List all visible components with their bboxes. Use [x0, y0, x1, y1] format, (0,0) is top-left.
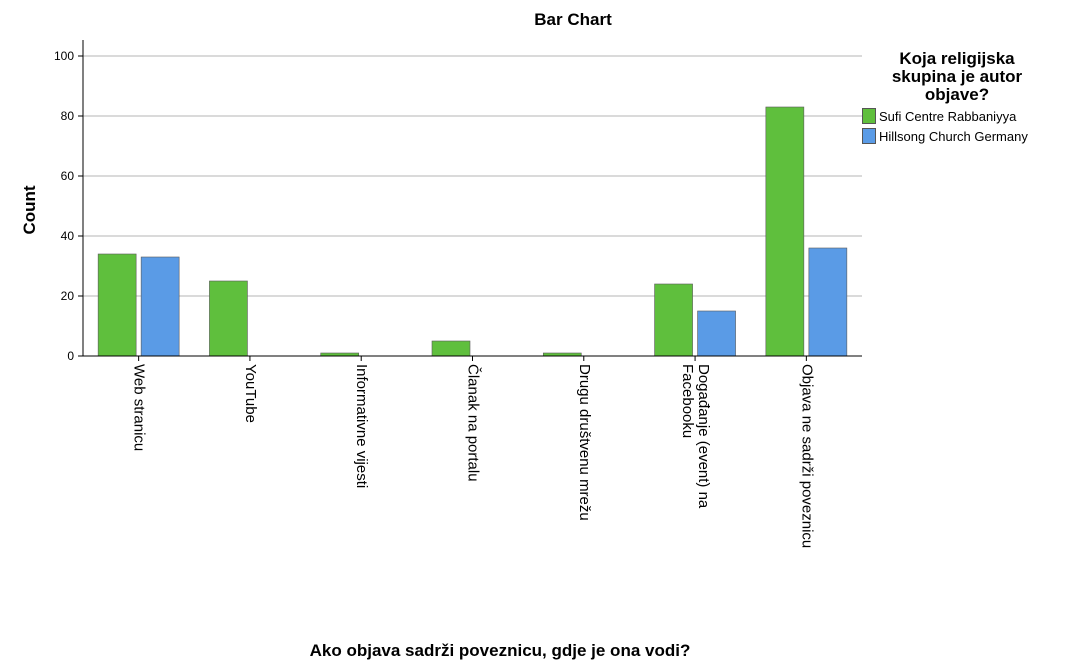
x-tick-label: Facebooku — [679, 364, 696, 438]
legend-title-line: Koja religijska — [899, 49, 1015, 68]
legend-swatch — [862, 128, 876, 144]
x-tick-label: Informativne vijesti — [353, 364, 370, 488]
legend-title-line: skupina je autor — [891, 67, 1023, 86]
legend-item-hillsong: Hillsong Church Germany — [862, 128, 1088, 144]
legend-label: Sufi Centre Rabbaniyya — [879, 108, 1017, 124]
bar — [654, 283, 693, 357]
bar — [808, 247, 848, 357]
axes — [82, 40, 862, 357]
x-tick-label: Drugu društvenu mrežu — [576, 364, 593, 521]
x-tick-label: Događanje (event) na — [695, 364, 712, 509]
bar — [431, 340, 471, 357]
x-tick-label: YouTube — [242, 364, 259, 423]
bar — [97, 253, 137, 357]
chart-title: Bar Chart — [534, 10, 612, 29]
legend-swatch — [862, 108, 876, 124]
legend-title: Koja religijska skupina je autor objave? — [862, 50, 1052, 104]
bar — [765, 106, 805, 357]
y-tick-label: 40 — [61, 229, 75, 243]
y-tick-label: 60 — [61, 169, 75, 183]
y-axis-title: Count — [20, 185, 39, 235]
legend: Koja religijska skupina je autor objave?… — [862, 50, 1088, 144]
bars — [97, 106, 848, 357]
y-tick-label: 0 — [67, 349, 74, 363]
x-axis-title: Ako objava sadrži poveznicu, gdje je ona… — [309, 641, 691, 660]
legend-title-line: objave? — [924, 85, 990, 104]
legend-item-sufi: Sufi Centre Rabbaniyya — [862, 108, 1088, 124]
y-tick-label: 80 — [61, 109, 75, 123]
x-tick-label: Web stranicu — [131, 364, 148, 451]
bar — [209, 280, 248, 357]
y-tick-label: 100 — [54, 49, 74, 63]
x-tick-label: Objava ne sadrži poveznicu — [798, 364, 815, 548]
grid-lines — [83, 55, 862, 297]
y-axis-ticks: 0 20 40 60 80 100 — [54, 49, 83, 363]
x-axis-tick-labels: Web stranicu YouTube Informativne vijesti Č… — [131, 356, 815, 548]
legend-label: Hillsong Church Germany — [879, 128, 1028, 144]
bar — [140, 256, 180, 357]
y-tick-label: 20 — [61, 289, 75, 303]
bar — [697, 310, 736, 357]
x-tick-label: Članak na portalu — [465, 364, 482, 482]
